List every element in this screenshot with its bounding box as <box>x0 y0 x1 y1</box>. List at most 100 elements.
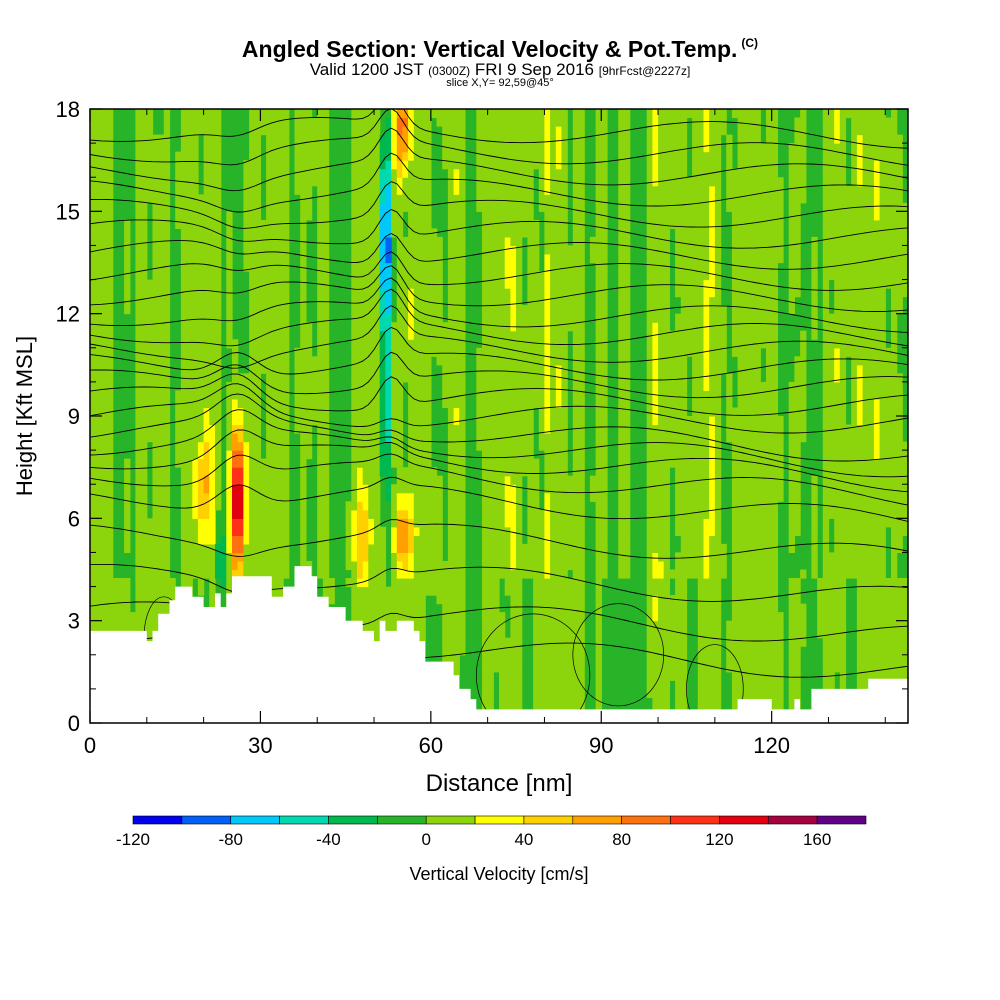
velocity-cell <box>555 296 563 306</box>
velocity-cell <box>430 305 438 315</box>
velocity-cell <box>425 288 432 298</box>
velocity-cell <box>186 578 193 588</box>
velocity-cell <box>544 356 551 366</box>
velocity-cell <box>180 322 188 332</box>
velocity-cell <box>209 595 216 605</box>
velocity-cell <box>351 433 358 443</box>
velocity-cell <box>152 305 159 315</box>
velocity-cell <box>550 458 557 468</box>
velocity-cell <box>391 620 398 630</box>
velocity-cell <box>141 228 148 238</box>
velocity-cell <box>215 177 222 187</box>
velocity-cell <box>141 279 148 289</box>
velocity-cell <box>362 535 369 545</box>
velocity-cell <box>499 236 506 246</box>
velocity-cell <box>601 535 608 545</box>
velocity-cell <box>328 578 335 588</box>
velocity-cell <box>550 254 557 264</box>
velocity-cell <box>504 305 511 315</box>
velocity-cell <box>362 501 369 511</box>
velocity-cell <box>408 501 415 511</box>
velocity-cell <box>425 433 432 443</box>
velocity-cell <box>567 518 574 528</box>
velocity-cell <box>90 381 97 391</box>
velocity-cell <box>595 339 602 349</box>
velocity-cell <box>226 501 233 511</box>
velocity-cell <box>232 509 239 519</box>
velocity-cell <box>351 219 358 229</box>
velocity-cell <box>453 543 460 553</box>
velocity-cell <box>447 552 455 562</box>
velocity-cell <box>163 450 171 460</box>
velocity-cell <box>243 552 250 562</box>
velocity-cell <box>385 313 392 323</box>
velocity-cell <box>385 322 392 332</box>
velocity-cell <box>101 501 108 511</box>
velocity-cell <box>578 535 585 545</box>
velocity-cell <box>624 501 631 511</box>
velocity-cell <box>453 518 460 528</box>
velocity-cell <box>493 339 500 349</box>
velocity-cell <box>493 416 500 426</box>
velocity-cell <box>425 339 432 349</box>
velocity-cell <box>379 347 386 357</box>
velocity-cell <box>487 202 494 212</box>
velocity-cell <box>249 254 256 264</box>
velocity-cell <box>317 245 324 255</box>
velocity-cell <box>249 552 256 562</box>
velocity-cell <box>317 228 324 238</box>
velocity-cell <box>300 552 307 562</box>
velocity-cell <box>396 518 404 528</box>
velocity-cell <box>90 279 97 289</box>
velocity-cell <box>453 535 460 545</box>
velocity-cell <box>601 271 608 281</box>
velocity-cell <box>550 279 557 289</box>
velocity-cell <box>447 603 455 613</box>
velocity-cell <box>300 313 307 323</box>
velocity-cell <box>192 262 199 272</box>
velocity-cell <box>459 219 466 229</box>
velocity-cell <box>442 612 449 622</box>
velocity-cell <box>646 646 653 656</box>
velocity-cell <box>146 134 154 144</box>
velocity-cell <box>402 202 409 212</box>
velocity-cell <box>283 552 290 562</box>
velocity-cell <box>510 236 517 246</box>
velocity-cell <box>141 552 148 562</box>
velocity-cell <box>368 288 375 298</box>
velocity-cell <box>561 501 568 511</box>
velocity-cell <box>572 177 580 187</box>
velocity-cell <box>266 569 273 579</box>
velocity-cell <box>152 177 159 187</box>
velocity-cell <box>180 296 188 306</box>
velocity-cell <box>436 509 443 519</box>
velocity-cell <box>135 484 142 494</box>
velocity-cell <box>141 433 148 443</box>
velocity-cell <box>152 407 159 417</box>
velocity-cell <box>266 552 273 562</box>
velocity-cell <box>533 245 540 255</box>
velocity-cell <box>357 356 364 366</box>
velocity-cell <box>538 518 546 528</box>
velocity-cell <box>271 484 279 494</box>
velocity-cell <box>254 526 261 536</box>
velocity-cell <box>249 441 256 451</box>
velocity-cell <box>510 279 517 289</box>
velocity-cell <box>595 322 602 332</box>
velocity-cell <box>317 330 324 340</box>
velocity-cell <box>516 688 523 698</box>
velocity-cell <box>95 168 102 178</box>
velocity-cell <box>271 492 279 502</box>
velocity-cell <box>442 347 449 357</box>
velocity-cell <box>294 151 301 161</box>
velocity-cell <box>413 236 421 246</box>
velocity-cell <box>135 339 142 349</box>
velocity-cell <box>192 117 199 127</box>
velocity-cell <box>453 364 460 374</box>
velocity-cell <box>90 168 97 178</box>
velocity-cell <box>368 467 375 477</box>
velocity-cell <box>510 194 517 204</box>
velocity-cell <box>499 526 506 536</box>
velocity-cell <box>555 236 563 246</box>
velocity-cell <box>209 109 216 119</box>
